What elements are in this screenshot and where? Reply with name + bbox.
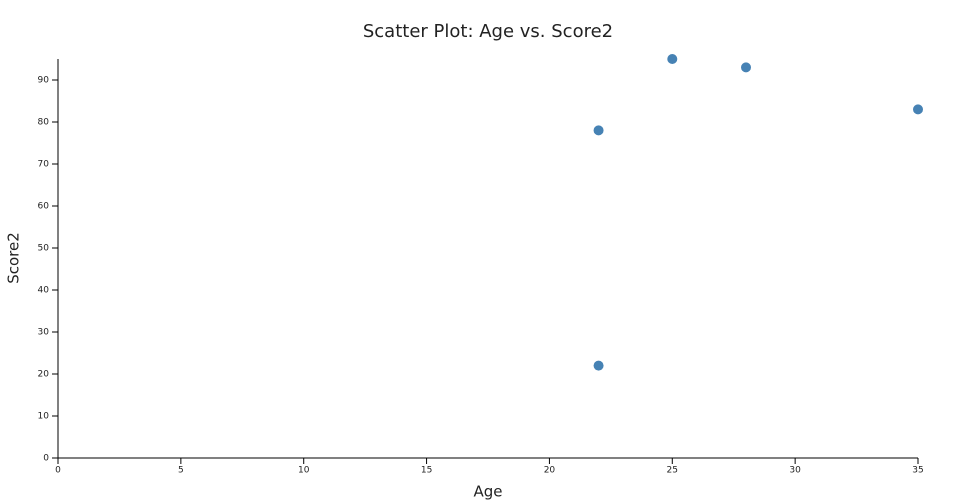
x-tick-label: 35 [912,466,923,476]
point [913,104,923,115]
y-tick-label: 40 [38,286,50,296]
y-tick-label: 0 [43,454,49,464]
y-tick-label: 10 [38,412,50,422]
point [741,62,751,73]
y-tick-label: 30 [38,328,50,338]
x-tick-label: 30 [789,466,801,476]
x-tick-label: 25 [667,466,678,476]
y-tick-label: 70 [38,160,50,170]
y-tick-label: 60 [38,202,50,212]
x-tick-label: 10 [298,466,310,476]
point [593,125,604,136]
x-tick-label: 15 [421,466,432,476]
x-axis-label: Age [473,483,502,500]
x-tick-label: 0 [55,466,61,476]
chart-title: Scatter Plot: Age vs. Score2 [363,21,613,42]
y-tick-label: 50 [38,244,50,254]
x-tick-label: 20 [544,466,556,476]
y-tick-label: 90 [38,76,50,86]
y-tick-label: 80 [38,118,50,128]
point [593,360,604,371]
point [667,54,678,64]
x-tick-label: 5 [178,466,184,476]
y-axis-label: Score2 [5,232,23,284]
y-tick-label: 20 [38,370,50,380]
